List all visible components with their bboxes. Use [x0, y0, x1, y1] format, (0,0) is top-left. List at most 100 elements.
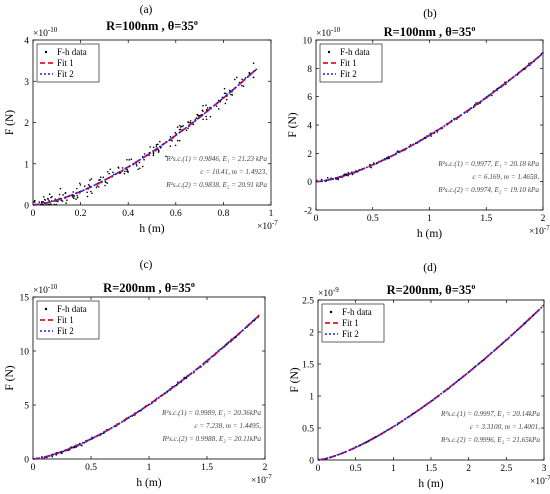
annotation-line: R²s.c.(1) = 0.9846, E₁ = 21.23 kPa — [165, 155, 267, 163]
legend-label-fit1: Fit 1 — [342, 318, 359, 328]
x-multiplier: ×10-7 — [251, 473, 272, 486]
legend-marker-data — [44, 50, 48, 54]
data-point — [143, 153, 146, 155]
x-multiplier-exp: -7 — [272, 219, 278, 227]
x-tick-label: 0 — [31, 463, 36, 473]
chart-title-main: R=200nm , θ=35 — [103, 281, 191, 295]
data-point — [248, 72, 251, 74]
data-point — [432, 399, 434, 401]
x-axis-label: h (m) — [417, 228, 442, 240]
annotation-line: c = 6.169, m = 1.4658, — [472, 173, 539, 181]
x-axis-label: h (m) — [139, 223, 164, 235]
data-point — [202, 104, 204, 107]
y-multiplier: ×10-9 — [318, 286, 339, 299]
data-point — [76, 187, 78, 190]
data-point — [81, 444, 83, 447]
legend-box — [319, 43, 383, 83]
data-point — [90, 178, 93, 180]
data-point — [109, 168, 112, 171]
y-multiplier-exp: -9 — [333, 286, 339, 294]
data-point — [58, 193, 61, 196]
data-point — [97, 186, 100, 188]
data-point — [347, 171, 350, 174]
fit-2-line — [32, 314, 260, 460]
data-point — [320, 178, 323, 181]
y-multiplier: ×10-10 — [316, 26, 341, 39]
data-point — [73, 197, 75, 199]
chart-title-main: R=200nm, θ=35 — [387, 283, 472, 297]
data-point — [532, 60, 535, 63]
data-point — [76, 196, 79, 199]
data-point — [127, 170, 129, 172]
legend-label-fit1: Fit 1 — [57, 315, 74, 325]
data-point — [47, 203, 49, 206]
data-point — [157, 143, 159, 146]
data-point — [206, 107, 209, 109]
fit-1-line — [315, 52, 544, 183]
y-tick-label: 0 — [24, 456, 29, 466]
y-tick-label: 10 — [20, 348, 30, 358]
x-tick-label: 1 — [147, 463, 152, 473]
data-point — [76, 195, 79, 197]
data-point — [152, 154, 155, 157]
data-point — [220, 98, 223, 101]
data-point — [542, 52, 544, 54]
data-point — [149, 146, 151, 148]
x-tick-label: 0 — [314, 214, 319, 224]
chart-title-main: R=100nm , θ=35 — [106, 19, 194, 33]
data-point — [59, 187, 62, 190]
legend-marker-data — [44, 307, 48, 311]
legend-label-data: F-h data — [57, 47, 87, 57]
data-point — [128, 159, 130, 161]
data-point — [185, 129, 188, 131]
legend-box — [36, 300, 100, 340]
data-point — [522, 68, 525, 70]
y-tick-label: 0.5 — [302, 425, 314, 435]
y-multiplier-base: ×10 — [316, 29, 331, 39]
data-point — [254, 69, 257, 72]
legend-marker-data — [329, 310, 333, 314]
data-point — [178, 128, 181, 131]
data-point — [189, 120, 192, 122]
fit-1-line — [32, 68, 258, 206]
y-multiplier-base: ×10 — [318, 289, 333, 299]
data-point — [196, 113, 199, 116]
y-axis-label: F (N) — [4, 365, 16, 390]
data-point — [73, 446, 76, 449]
x-tick-label: 0.5 — [367, 214, 379, 224]
data-point — [42, 201, 45, 203]
data-point — [126, 158, 128, 161]
data-point — [42, 196, 45, 198]
y-multiplier-exp: -10 — [48, 283, 58, 291]
data-point — [72, 191, 75, 193]
chart-title-degree: o — [194, 18, 198, 27]
chart-panel-a: (a) R=100nm , θ=35o 0 0.2 0.4 0.6 0.8 1 0 1 2 3 4 h (… — [4, 4, 278, 235]
x-tick-label: 1.5 — [201, 463, 213, 473]
data-point — [106, 170, 109, 173]
data-point — [129, 415, 132, 418]
data-point — [66, 199, 68, 201]
data-point — [225, 92, 227, 95]
data-point — [130, 158, 133, 161]
data-point — [171, 140, 173, 142]
data-point — [507, 80, 510, 82]
data-point — [385, 157, 388, 160]
data-point — [192, 123, 195, 126]
data-point — [86, 195, 89, 198]
y-axis-label: F (N) — [4, 110, 16, 135]
data-point — [369, 163, 371, 166]
x-tick-label: 1 — [427, 214, 432, 224]
x-tick-label: 0 — [31, 209, 36, 219]
chart-title: R=100nm , θ=35o — [106, 18, 198, 33]
data-point — [106, 182, 109, 184]
legend-label-data: F-h data — [340, 47, 370, 57]
fit-annotations: R²s.c.(1) = 0.9977, E₁ = 20.18 kPa c = 6.… — [437, 160, 539, 194]
data-point — [50, 203, 52, 205]
data-point — [96, 185, 99, 187]
data-point — [89, 179, 91, 181]
data-point — [252, 319, 254, 322]
data-point — [138, 161, 141, 164]
